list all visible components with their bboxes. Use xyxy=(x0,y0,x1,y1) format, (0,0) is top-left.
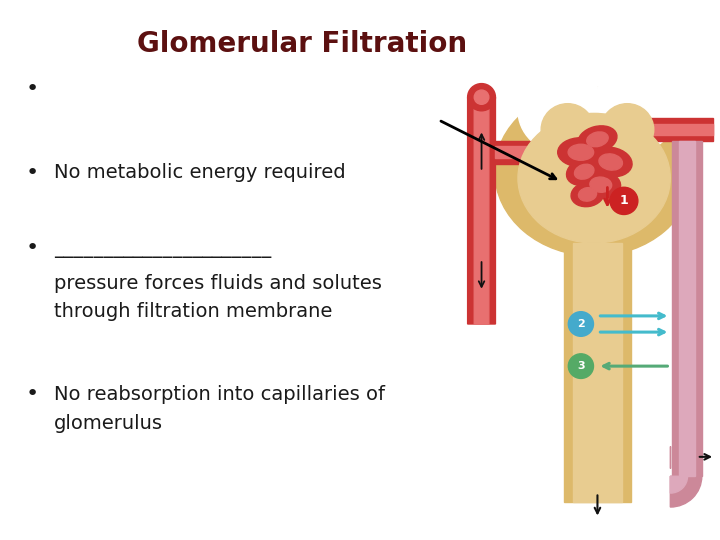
Text: 1: 1 xyxy=(620,194,629,207)
Text: 3: 3 xyxy=(577,361,585,371)
Circle shape xyxy=(610,187,638,214)
Ellipse shape xyxy=(567,158,602,185)
Circle shape xyxy=(518,68,604,152)
Text: through filtration membrane: through filtration membrane xyxy=(54,302,333,321)
Text: No reabsorption into capillaries of: No reabsorption into capillaries of xyxy=(54,384,385,404)
Text: Glomerular Filtration: Glomerular Filtration xyxy=(138,30,467,58)
Circle shape xyxy=(568,312,593,336)
FancyBboxPatch shape xyxy=(474,97,489,324)
Circle shape xyxy=(474,90,489,104)
Ellipse shape xyxy=(575,164,594,179)
Ellipse shape xyxy=(581,171,621,199)
Ellipse shape xyxy=(587,132,608,147)
Text: ______________________: ______________________ xyxy=(54,239,271,258)
Circle shape xyxy=(591,68,677,152)
Polygon shape xyxy=(495,141,571,164)
Ellipse shape xyxy=(568,144,594,160)
Polygon shape xyxy=(495,146,571,158)
Text: pressure forces fluids and solutes: pressure forces fluids and solutes xyxy=(54,274,382,293)
Ellipse shape xyxy=(578,126,617,153)
Ellipse shape xyxy=(558,138,604,167)
Ellipse shape xyxy=(590,177,612,192)
Ellipse shape xyxy=(571,182,604,207)
FancyBboxPatch shape xyxy=(467,97,495,324)
Text: •: • xyxy=(26,384,39,404)
Ellipse shape xyxy=(518,113,670,243)
Polygon shape xyxy=(678,141,696,476)
Circle shape xyxy=(568,354,593,379)
Text: 2: 2 xyxy=(577,319,585,329)
Polygon shape xyxy=(637,124,714,136)
Wedge shape xyxy=(670,476,688,493)
Text: No metabolic energy required: No metabolic energy required xyxy=(54,163,346,183)
Ellipse shape xyxy=(599,154,623,170)
Ellipse shape xyxy=(590,147,632,177)
Wedge shape xyxy=(670,476,702,507)
Text: •: • xyxy=(26,238,39,259)
Polygon shape xyxy=(672,141,702,476)
Ellipse shape xyxy=(578,187,597,201)
Circle shape xyxy=(600,104,654,156)
Circle shape xyxy=(541,104,594,156)
Text: •: • xyxy=(26,79,39,99)
Polygon shape xyxy=(637,118,714,141)
Text: •: • xyxy=(26,163,39,183)
Ellipse shape xyxy=(495,87,693,256)
Polygon shape xyxy=(572,243,622,502)
Polygon shape xyxy=(564,243,631,502)
Circle shape xyxy=(467,84,495,111)
Text: glomerulus: glomerulus xyxy=(54,414,163,434)
